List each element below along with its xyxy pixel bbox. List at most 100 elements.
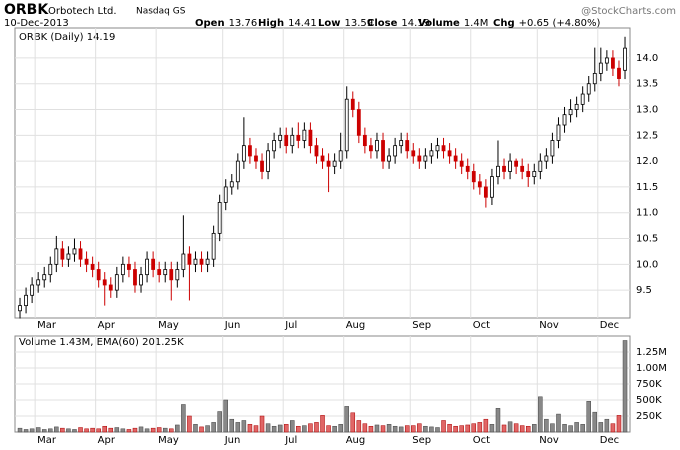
quote-value: 14.41 <box>288 18 317 29</box>
candle-body <box>526 171 531 178</box>
y-tick-label: 11.0 <box>636 208 658 219</box>
candle-body <box>429 150 434 157</box>
candle-body <box>30 284 35 296</box>
quote-label: Close <box>367 18 398 29</box>
candle-body <box>556 124 561 141</box>
candle-body <box>314 145 319 157</box>
candle-body <box>514 160 519 167</box>
candle-body <box>544 155 549 162</box>
y-tick-label: 10.0 <box>636 259 658 270</box>
volume-bar <box>598 422 604 433</box>
candle-body <box>66 253 71 260</box>
volume-bar <box>271 425 277 433</box>
volume-bar <box>501 424 507 433</box>
volume-bar <box>338 424 343 433</box>
quote-label: High <box>258 18 284 29</box>
candle-body <box>362 134 367 147</box>
volume-bar <box>308 423 313 433</box>
volume-bar <box>513 423 519 433</box>
volume-bar <box>144 428 150 433</box>
volume-bar <box>265 423 271 433</box>
volume-bar <box>205 425 210 433</box>
y-tick-label: 13.5 <box>636 79 658 90</box>
x-tick-label: Jun <box>224 320 241 331</box>
x-tick-label: Jun <box>224 435 241 446</box>
candle-body <box>520 165 525 172</box>
price-panel <box>14 27 631 319</box>
candle-body <box>254 155 258 162</box>
candle-body <box>278 134 283 141</box>
volume-bar <box>568 425 573 433</box>
x-tick-label: Nov <box>539 435 559 446</box>
y-tick-label: 500K <box>636 395 662 406</box>
candle-body <box>181 253 186 270</box>
x-tick-label: Apr <box>98 320 116 331</box>
x-tick-label: Apr <box>98 435 116 446</box>
candle-body <box>302 129 307 141</box>
quote-label: Open <box>195 18 225 29</box>
volume-bar <box>465 424 470 433</box>
candle-body <box>320 155 325 162</box>
volume-bar <box>538 396 543 433</box>
volume-bar <box>556 413 561 433</box>
volume-bar <box>283 424 289 433</box>
volume-bar <box>48 428 53 433</box>
candle-body <box>96 269 101 281</box>
volume-bar <box>187 415 192 433</box>
candle-body <box>332 160 337 167</box>
volume-bar <box>120 428 126 433</box>
quote-label: Volume <box>418 18 460 29</box>
volume-bar <box>435 427 440 433</box>
volume-bar <box>90 427 95 433</box>
candle-body <box>54 248 59 265</box>
volume-bar <box>374 424 380 433</box>
volume-bar <box>229 418 235 433</box>
volume-bar <box>362 423 368 433</box>
candle-body <box>611 57 615 69</box>
volume-bar <box>72 429 77 433</box>
y-tick-label: 11.5 <box>636 182 658 193</box>
volume-bar <box>175 424 180 433</box>
x-tick-label: Sep <box>412 435 431 446</box>
candle-body <box>114 274 119 291</box>
x-tick-label: May <box>158 320 179 331</box>
volume-bar <box>525 425 531 433</box>
x-tick-label: Aug <box>346 320 366 331</box>
candle-body <box>290 134 295 147</box>
candle-body <box>326 160 331 167</box>
volume-bar <box>41 429 47 433</box>
candle-body <box>84 258 89 265</box>
candle-body <box>108 284 113 291</box>
candle-body <box>260 160 264 172</box>
volume-bar <box>35 427 41 433</box>
volume-bar <box>562 424 567 433</box>
volume-bar <box>622 340 628 433</box>
volume-bar <box>489 424 495 433</box>
volume-bar <box>477 422 483 433</box>
candle-body <box>72 248 77 255</box>
candle-body <box>48 263 53 276</box>
volume-bar <box>126 429 132 433</box>
candle-body <box>598 62 603 74</box>
candle-body <box>211 232 216 260</box>
volume-bar <box>411 425 416 433</box>
volume-bar <box>398 426 404 433</box>
y-tick-label: 10.5 <box>636 234 658 245</box>
candle-body <box>193 258 198 265</box>
candle-body <box>90 263 95 270</box>
x-tick-label: Sep <box>412 320 431 331</box>
volume-bar <box>169 428 174 433</box>
candle-body <box>375 140 379 152</box>
volume-bar <box>441 420 446 433</box>
volume-bar <box>580 424 585 433</box>
volume-bar <box>507 421 513 433</box>
volume-bar <box>253 425 259 433</box>
candle-body <box>477 181 482 188</box>
candle-body <box>574 103 579 110</box>
volume-bar <box>495 408 501 433</box>
candle-body <box>18 305 22 312</box>
candle-body <box>175 269 180 281</box>
y-tick-label: 9.5 <box>636 285 652 296</box>
volume-bar <box>54 426 59 433</box>
x-tick-label: Jul <box>284 435 297 446</box>
